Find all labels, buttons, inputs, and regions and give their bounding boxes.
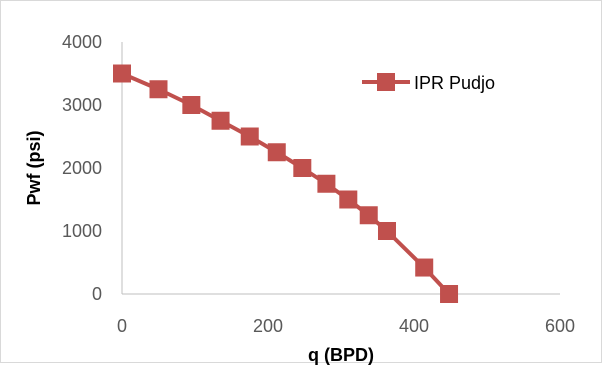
data-point-marker xyxy=(149,80,168,99)
legend: IPR Pudjo xyxy=(362,73,495,93)
x-axis-title: q (BPD) xyxy=(308,345,374,365)
x-tick-label: 600 xyxy=(545,316,575,336)
series-line xyxy=(121,71,451,296)
y-axis-title: Pwf (psi) xyxy=(24,130,44,205)
y-tick-label: 2000 xyxy=(62,158,102,178)
data-point-marker xyxy=(317,174,336,193)
data-point-marker xyxy=(113,64,131,83)
x-tick-label: 0 xyxy=(117,316,127,336)
x-tick-label: 400 xyxy=(399,316,429,336)
data-point-marker xyxy=(440,285,459,303)
data-point-marker xyxy=(182,96,201,114)
data-point-marker xyxy=(359,206,378,225)
data-point-marker xyxy=(211,111,230,130)
x-axis: 0 200 400 600 xyxy=(117,293,575,336)
y-tick-label: 4000 xyxy=(62,32,102,52)
data-point-marker xyxy=(377,222,396,240)
y-tick-label: 0 xyxy=(92,284,102,304)
data-point-marker xyxy=(339,190,358,209)
data-point-marker xyxy=(267,143,286,162)
y-tick-label: 3000 xyxy=(62,95,102,115)
data-point-marker xyxy=(293,159,312,177)
x-tick-label: 200 xyxy=(253,316,283,336)
data-point-marker xyxy=(240,127,259,146)
legend-label: IPR Pudjo xyxy=(414,73,495,93)
data-point-marker xyxy=(415,258,434,277)
series-layer xyxy=(113,64,459,303)
y-axis: 0 1000 2000 3000 4000 xyxy=(62,32,123,304)
legend-marker xyxy=(377,73,395,91)
y-tick-label: 1000 xyxy=(62,221,102,241)
